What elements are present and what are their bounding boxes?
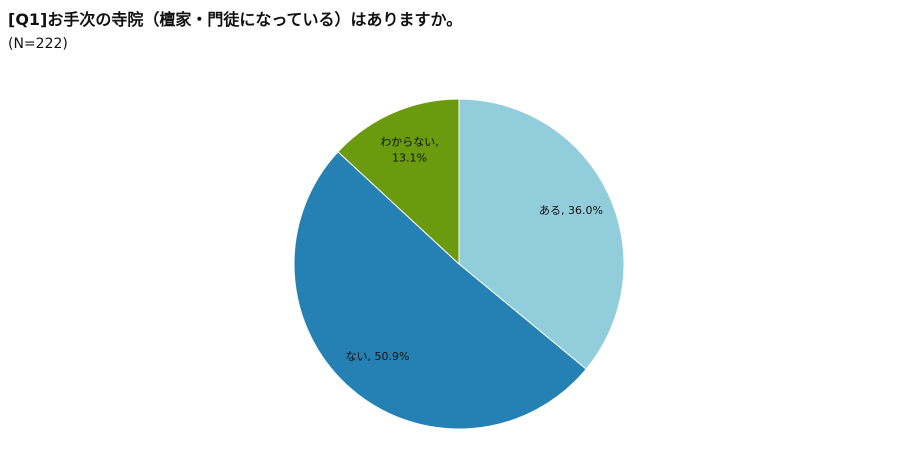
- pie-slice: [293, 151, 587, 430]
- data-label: ない, 50.9%: [345, 349, 410, 363]
- data-label: ある, 36.0%: [539, 204, 603, 218]
- data-label: わからない, 13.1%: [380, 135, 439, 165]
- pie-slice: [458, 98, 625, 370]
- chart-subtitle: (N=222): [8, 36, 68, 52]
- chart-title: [Q1]お手次の寺院（檀家・門徒になっている）はありますか。: [8, 10, 463, 29]
- pie-slice: [337, 98, 460, 266]
